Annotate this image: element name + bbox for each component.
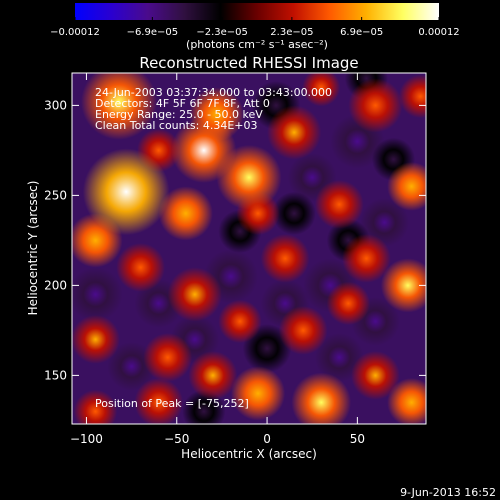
heatmap-source bbox=[134, 378, 184, 424]
image-annotations: 24-Jun-2003 03:37:34.000 to 03:43:00.000… bbox=[95, 86, 332, 132]
x-axis-label: Heliocentric X (arcsec) bbox=[181, 447, 317, 461]
y-tick-label: 150 bbox=[44, 368, 67, 382]
peak-position-label: Position of Peak = [-75,252] bbox=[95, 397, 249, 410]
heatmap-source bbox=[230, 366, 286, 421]
heatmap-source bbox=[348, 78, 403, 133]
heatmap-source bbox=[302, 73, 341, 107]
heatmap-source bbox=[351, 351, 400, 400]
colorbar-units: (photons cm⁻² s⁻¹ asec⁻²) bbox=[186, 38, 328, 51]
colorbar-tick-label: −2.3e−05 bbox=[196, 27, 248, 38]
heatmap-source bbox=[82, 148, 170, 236]
colorbar-tick-label: 6.9e−05 bbox=[340, 27, 383, 38]
heatmap-low-region bbox=[360, 198, 409, 247]
y-tick-label: 200 bbox=[44, 278, 67, 292]
x-tick-label: 50 bbox=[350, 432, 365, 446]
plot-frame bbox=[71, 72, 427, 425]
heatmap-source bbox=[342, 234, 391, 283]
annotation-line: Detectors: 4F 5F 6F 7F 8F, Att 0 bbox=[95, 97, 270, 110]
axis-ticks: −100 −50 0 50 150 200 250 300 bbox=[44, 73, 426, 446]
heatmap-source bbox=[167, 267, 222, 322]
annotation-line: 24-Jun-2003 03:37:34.000 to 03:43:00.000 bbox=[95, 86, 332, 99]
heatmap-low-region bbox=[72, 267, 123, 322]
heatmap-source bbox=[171, 117, 237, 183]
heatmap-source bbox=[73, 389, 118, 424]
colorbar-tick-label: −0.00012 bbox=[50, 27, 100, 38]
y-axis-label: Heliocentric Y (arcsec) bbox=[26, 181, 40, 316]
heatmap-source bbox=[398, 74, 426, 119]
x-tick-label: 0 bbox=[263, 432, 271, 446]
heatmap-source bbox=[291, 372, 352, 424]
heatmap-source bbox=[158, 186, 213, 241]
heatmap-source bbox=[326, 281, 371, 326]
x-tick-label: −100 bbox=[70, 432, 103, 446]
heatmap-source bbox=[188, 351, 238, 400]
heatmap-source bbox=[81, 73, 157, 140]
heatmap-source bbox=[387, 162, 426, 211]
heatmap-source bbox=[218, 299, 262, 344]
heatmap-low-region bbox=[314, 333, 364, 382]
generated-timestamp: 9-Jun-2013 16:52 bbox=[400, 486, 496, 499]
heatmap-image bbox=[72, 73, 426, 424]
x-tick-label: −50 bbox=[164, 432, 189, 446]
colorbar-gradient bbox=[75, 3, 439, 20]
heatmap-source bbox=[116, 243, 166, 292]
heatmap-source bbox=[72, 315, 120, 364]
colorbar-tick-label: −6.9e−05 bbox=[127, 27, 179, 38]
heatmap-low-region bbox=[272, 191, 316, 236]
annotation-line: Energy Range: 25.0 - 50.0 keV bbox=[95, 108, 263, 121]
annotation-line: Clean Total counts: 4.34E+03 bbox=[95, 119, 258, 132]
heatmap-source bbox=[278, 306, 328, 355]
colorbar: −0.00012 −6.9e−05 −2.3e−05 2.3e−05 6.9e−05 0.… bbox=[50, 3, 460, 51]
y-tick-label: 250 bbox=[44, 188, 67, 202]
heatmap-source bbox=[380, 258, 426, 313]
heatmap-source bbox=[314, 180, 364, 229]
heatmap-source bbox=[387, 378, 426, 424]
heatmap-source bbox=[143, 333, 193, 382]
heatmap-source bbox=[267, 105, 322, 160]
colorbar-tick-label: 2.3e−05 bbox=[270, 27, 313, 38]
chart-title: Reconstructed RHESSI Image bbox=[139, 54, 358, 72]
colorbar-ticks: −0.00012 −6.9e−05 −2.3e−05 2.3e−05 6.9e−05 0.… bbox=[50, 17, 460, 38]
colorbar-tick-label: 0.00012 bbox=[418, 27, 459, 38]
heatmap-source bbox=[260, 234, 310, 283]
y-tick-label: 300 bbox=[44, 98, 67, 112]
plot-area: −100 −50 0 50 150 200 250 300 bbox=[44, 72, 427, 446]
